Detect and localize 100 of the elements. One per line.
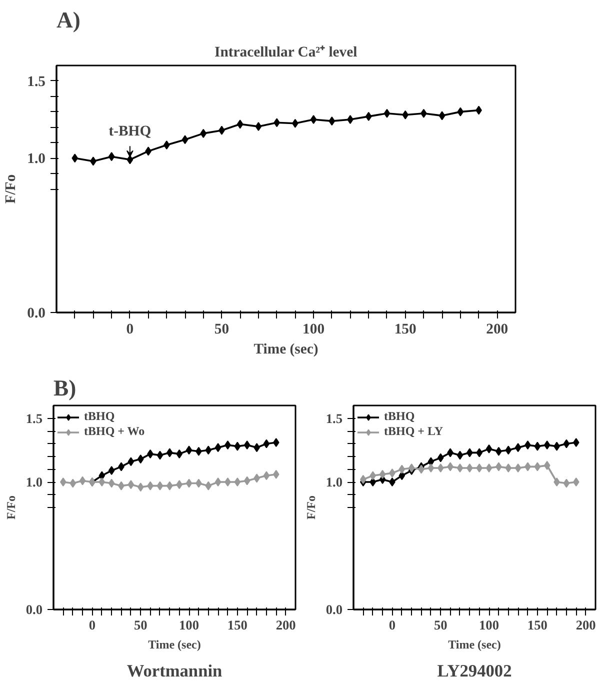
point bbox=[70, 478, 76, 488]
point bbox=[437, 463, 444, 472]
point bbox=[486, 463, 492, 472]
point bbox=[438, 111, 446, 120]
point bbox=[370, 478, 376, 486]
y-tick-label: 0.0 bbox=[26, 602, 43, 617]
point bbox=[176, 449, 183, 458]
point bbox=[534, 442, 541, 451]
point bbox=[398, 471, 406, 480]
x-tick-label: 0 bbox=[88, 618, 96, 632]
point bbox=[272, 438, 280, 447]
x-tick-label: 50 bbox=[134, 618, 148, 632]
point bbox=[328, 116, 336, 126]
point bbox=[176, 480, 183, 490]
point bbox=[272, 470, 280, 479]
point bbox=[79, 476, 86, 486]
point bbox=[182, 135, 188, 144]
point bbox=[365, 112, 372, 121]
point bbox=[466, 448, 473, 458]
point bbox=[263, 439, 270, 448]
point bbox=[205, 446, 212, 455]
point bbox=[98, 478, 106, 486]
point bbox=[476, 448, 483, 458]
point bbox=[505, 446, 512, 455]
y-axis-title: F/Fo bbox=[4, 495, 18, 520]
point bbox=[505, 463, 512, 472]
x-tick-label: 100 bbox=[179, 618, 200, 632]
point bbox=[544, 440, 550, 450]
text: B) bbox=[54, 376, 76, 400]
point bbox=[186, 446, 192, 455]
point bbox=[476, 463, 483, 472]
point bbox=[244, 476, 250, 486]
text: Wortmannin bbox=[126, 662, 223, 680]
point bbox=[128, 480, 134, 490]
x-tick-label: 50 bbox=[214, 322, 230, 338]
y-axis-title: F/Fo bbox=[3, 174, 20, 204]
point bbox=[200, 128, 207, 138]
point bbox=[379, 470, 386, 479]
point bbox=[402, 110, 409, 120]
point bbox=[389, 478, 396, 486]
point bbox=[263, 471, 270, 480]
y-tick-label: 0.0 bbox=[27, 306, 46, 322]
point bbox=[163, 140, 170, 150]
point bbox=[384, 108, 390, 118]
point bbox=[428, 463, 434, 472]
point bbox=[456, 450, 464, 460]
x-tick-label: 0 bbox=[388, 618, 396, 632]
point bbox=[563, 478, 570, 488]
point bbox=[126, 155, 134, 164]
point bbox=[554, 478, 560, 486]
point bbox=[137, 454, 144, 464]
point bbox=[108, 466, 115, 476]
y-tick-label: 1.5 bbox=[26, 410, 43, 426]
point bbox=[370, 471, 376, 480]
point bbox=[514, 463, 522, 472]
point bbox=[72, 154, 78, 163]
point bbox=[572, 438, 580, 447]
x-axis-title: Time (sec) bbox=[254, 342, 318, 358]
y-tick-label: 1.0 bbox=[27, 151, 46, 168]
x-axis-title: Time (sec) bbox=[448, 638, 501, 652]
point bbox=[244, 440, 250, 450]
x-tick-label: 0 bbox=[126, 322, 134, 338]
point bbox=[408, 463, 415, 472]
x-axis-title: Time (sec) bbox=[148, 638, 201, 652]
chart-title: Intracellular Ca²⁺ level bbox=[214, 44, 358, 60]
point bbox=[534, 462, 541, 472]
point bbox=[398, 464, 406, 474]
point bbox=[214, 443, 222, 452]
y-tick-label: 1.5 bbox=[27, 74, 46, 90]
y-tick-label: 0.0 bbox=[326, 602, 343, 617]
point bbox=[128, 457, 134, 466]
point bbox=[486, 444, 492, 454]
x-tick-label: 150 bbox=[527, 618, 548, 632]
point bbox=[457, 107, 464, 116]
point bbox=[205, 481, 212, 490]
point bbox=[108, 152, 115, 162]
point bbox=[186, 478, 192, 488]
point bbox=[544, 460, 550, 470]
point bbox=[214, 478, 222, 486]
point bbox=[236, 120, 244, 129]
x-tick-label: 200 bbox=[576, 618, 596, 632]
point bbox=[310, 115, 317, 124]
point bbox=[60, 478, 66, 486]
annotation: t-BHQ bbox=[108, 124, 152, 140]
x-tick-label: 100 bbox=[302, 322, 325, 338]
point bbox=[166, 448, 173, 458]
point bbox=[137, 482, 144, 492]
y-tick-label: 1.0 bbox=[26, 474, 43, 490]
point bbox=[234, 478, 241, 486]
point bbox=[255, 122, 262, 131]
point bbox=[156, 481, 164, 490]
point bbox=[456, 463, 464, 472]
x-tick-label: 200 bbox=[276, 618, 296, 632]
point bbox=[563, 439, 570, 448]
point bbox=[108, 478, 115, 488]
x-tick-label: 150 bbox=[227, 618, 248, 632]
x-tick-label: 200 bbox=[486, 322, 508, 338]
y-tick-label: 1.5 bbox=[326, 410, 343, 426]
point bbox=[224, 478, 231, 486]
point bbox=[156, 450, 164, 460]
